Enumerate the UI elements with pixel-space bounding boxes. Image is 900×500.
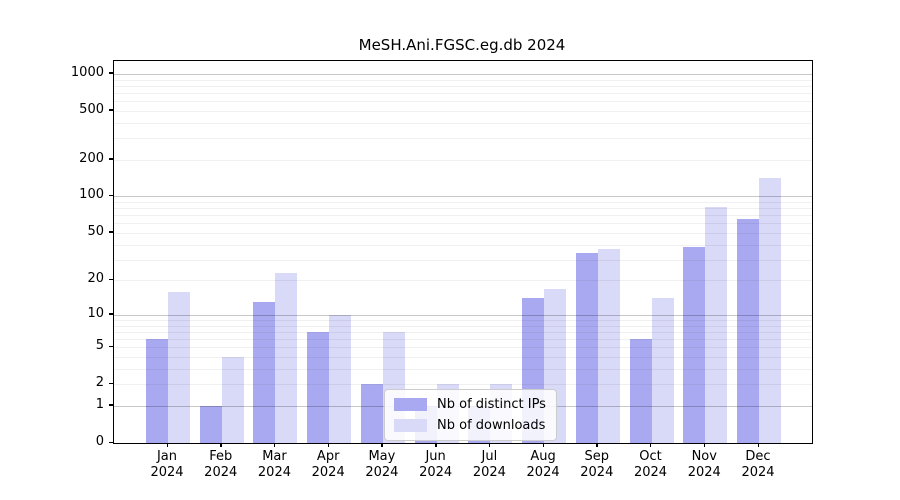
x-axis-label-year: 2024 xyxy=(311,465,345,480)
x-axis-label-year: 2024 xyxy=(633,465,668,480)
bar-downloads xyxy=(759,177,781,443)
chart-title: MeSH.Ani.FGSC.eg.db 2024 xyxy=(358,36,566,54)
x-axis-label-month: Apr xyxy=(316,449,340,464)
x-axis-label-month: Dec xyxy=(745,449,771,464)
bar-distinct-ips xyxy=(575,253,598,443)
x-axis-label-year: 2024 xyxy=(419,465,453,480)
x-axis-tick xyxy=(703,443,706,447)
bar-downloads xyxy=(329,314,352,443)
y-axis-tick xyxy=(109,404,113,406)
y-axis-label: 2 xyxy=(95,375,104,391)
x-axis-tick xyxy=(220,443,222,447)
legend-item-downloads: Nb of downloads xyxy=(394,418,546,433)
y-axis-tick xyxy=(109,231,113,233)
x-axis-label-year: 2024 xyxy=(687,465,721,480)
legend-item-distinct-ips: Nb of distinct IPs xyxy=(394,397,546,412)
x-axis-label-month: Feb xyxy=(209,449,233,464)
x-axis-tick xyxy=(650,443,652,447)
x-axis-label-month: Sep xyxy=(584,449,610,464)
bar-downloads xyxy=(651,298,674,443)
bar-distinct-ips xyxy=(146,339,168,443)
x-axis-tick xyxy=(435,443,437,447)
y-axis-tick xyxy=(109,313,113,315)
legend-swatch-distinct-ips xyxy=(394,398,427,411)
x-axis-label-year: 2024 xyxy=(257,465,291,480)
x-axis-tick xyxy=(488,443,491,447)
bars-layer xyxy=(114,61,812,443)
y-axis-label: 1 xyxy=(95,396,104,412)
x-axis-label-month: Jun xyxy=(425,449,446,464)
x-axis-label-year: 2024 xyxy=(741,465,775,480)
y-axis-label: 1000 xyxy=(70,64,104,80)
bar-downloads xyxy=(168,291,190,443)
x-axis-label-year: 2024 xyxy=(365,465,399,480)
x-axis-label-month: Oct xyxy=(639,449,662,464)
y-axis-label: 10 xyxy=(87,305,104,321)
x-axis-label-month: Mar xyxy=(262,449,287,464)
bar-distinct-ips xyxy=(737,219,759,443)
legend-label-downloads: Nb of downloads xyxy=(437,418,546,433)
x-axis-label-month: Jan xyxy=(156,449,178,464)
bar-distinct-ips xyxy=(253,302,276,443)
x-axis-label-month: Jul xyxy=(481,449,498,464)
x-axis-tick xyxy=(381,443,383,447)
y-axis-tick xyxy=(109,278,113,281)
x-axis-tick xyxy=(327,443,330,447)
bar-distinct-ips xyxy=(199,405,222,443)
y-axis-label: 500 xyxy=(79,101,104,117)
x-axis-tick xyxy=(542,443,544,447)
bar-distinct-ips xyxy=(360,384,383,443)
legend: Nb of distinct IPs Nb of downloads xyxy=(384,389,557,441)
x-axis-label-year: 2024 xyxy=(526,465,560,480)
plot-area xyxy=(113,60,813,444)
bar-downloads xyxy=(221,357,244,443)
y-axis-label: 200 xyxy=(79,150,104,166)
y-axis-tick xyxy=(109,72,113,74)
legend-swatch-downloads xyxy=(394,419,427,432)
x-axis-tick xyxy=(166,443,168,447)
x-axis-tick xyxy=(596,443,598,447)
y-axis-tick xyxy=(109,345,113,348)
bar-downloads xyxy=(275,273,298,443)
y-axis-label: 100 xyxy=(79,187,104,203)
bar-distinct-ips xyxy=(683,247,706,443)
y-axis-label: 5 xyxy=(95,338,104,354)
x-axis-tick xyxy=(273,443,276,447)
y-axis-label: 50 xyxy=(87,223,104,239)
y-axis-label: 0 xyxy=(95,434,104,449)
y-axis-tick xyxy=(109,194,113,197)
x-axis-tick xyxy=(757,443,759,447)
x-axis-label-year: 2024 xyxy=(150,465,184,480)
y-axis-tick xyxy=(109,441,113,443)
legend-label-distinct-ips: Nb of distinct IPs xyxy=(437,397,546,412)
y-axis-tick xyxy=(109,382,113,385)
x-axis-label-month: Nov xyxy=(691,449,717,464)
y-axis-label: 20 xyxy=(87,271,104,287)
x-axis-label-year: 2024 xyxy=(204,465,238,480)
x-axis-label-month: May xyxy=(368,449,396,464)
x-axis-label-year: 2024 xyxy=(580,465,614,480)
y-axis-tick xyxy=(109,109,113,111)
y-axis-tick xyxy=(109,158,113,160)
bar-distinct-ips xyxy=(307,331,330,443)
x-axis-label-year: 2024 xyxy=(472,465,506,480)
bar-downloads xyxy=(597,248,620,443)
x-axis-label-month: Aug xyxy=(530,449,556,464)
bar-downloads xyxy=(705,206,728,443)
bar-distinct-ips xyxy=(629,339,652,443)
